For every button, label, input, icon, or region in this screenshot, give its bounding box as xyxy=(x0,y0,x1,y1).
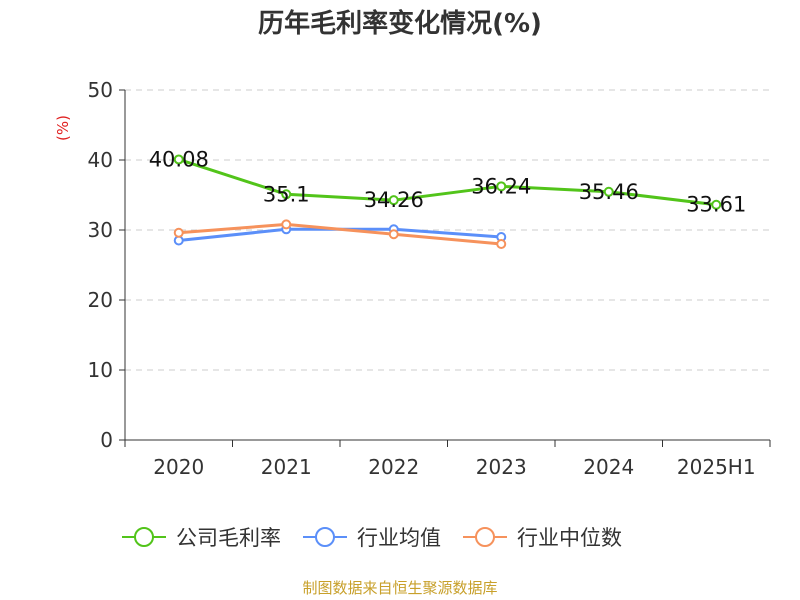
legend-label: 行业中位数 xyxy=(517,526,622,550)
data-point xyxy=(603,186,614,197)
legend-marker xyxy=(475,527,495,547)
data-point xyxy=(496,239,507,249)
legend: 公司毛利率 行业均值 行业中位数 xyxy=(122,526,622,550)
legend-label: 行业均值 xyxy=(357,526,441,550)
data-point xyxy=(173,154,184,165)
x-tick-label: 2023 xyxy=(476,455,527,479)
axes: 0 10 20 30 40 50 2020 2021 2022 2023 2024 2025H1 xyxy=(88,78,771,479)
data-labels: 40.08 35.1 34.26 36.24 35.46 33.61 xyxy=(149,147,747,216)
data-label: 35.1 xyxy=(263,182,310,206)
data-label: 36.24 xyxy=(471,174,531,198)
source-note: 制图数据来自恒生聚源数据库 xyxy=(302,579,498,597)
data-point xyxy=(173,227,184,238)
data-point xyxy=(711,199,722,210)
data-label: 35.46 xyxy=(579,180,639,204)
y-tick-label: 40 xyxy=(88,148,113,172)
x-tick-label: 2020 xyxy=(153,455,204,479)
data-point xyxy=(281,219,292,230)
series-line xyxy=(178,222,502,246)
data-label: 33.61 xyxy=(686,193,746,217)
series xyxy=(173,154,722,249)
y-tick-label: 10 xyxy=(88,358,113,382)
data-point xyxy=(496,181,507,192)
series-line xyxy=(178,158,717,207)
x-tick-label: 2022 xyxy=(368,455,419,479)
legend-label: 公司毛利率 xyxy=(176,526,281,550)
chart-title: 历年毛利率变化情况(%) xyxy=(258,9,542,39)
y-axis-label: (%) xyxy=(54,115,72,141)
legend-marker xyxy=(134,527,154,547)
y-tick-label: 0 xyxy=(100,428,113,452)
data-point xyxy=(281,189,292,200)
data-label: 40.08 xyxy=(149,147,209,171)
legend-marker xyxy=(315,527,335,547)
data-label: 34.26 xyxy=(364,188,424,212)
y-tick-label: 30 xyxy=(88,218,113,242)
grid-lines xyxy=(125,89,770,371)
x-tick-label: 2024 xyxy=(583,455,634,479)
x-tick-label: 2021 xyxy=(261,455,312,479)
data-point xyxy=(388,195,399,206)
data-point xyxy=(388,229,399,240)
x-tick-label: 2025H1 xyxy=(677,455,756,479)
y-tick-label: 20 xyxy=(88,288,113,312)
y-tick-label: 50 xyxy=(88,78,113,102)
